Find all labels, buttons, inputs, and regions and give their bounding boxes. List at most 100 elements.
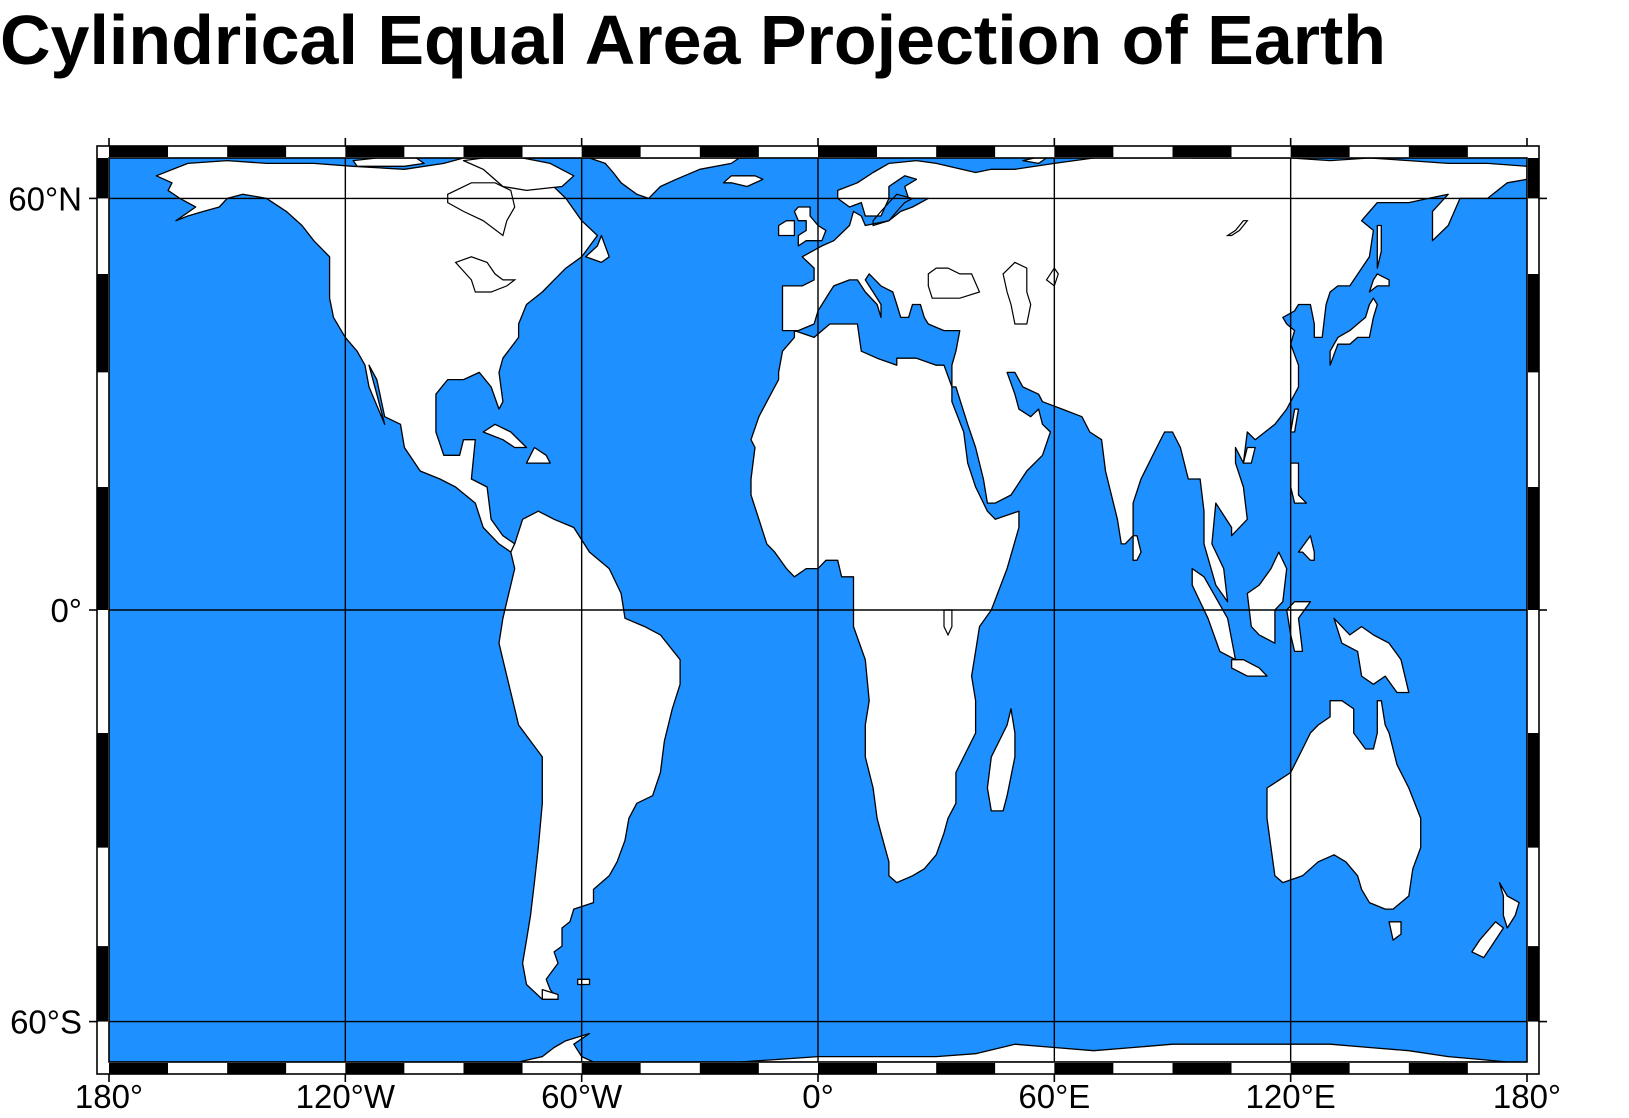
frame-segment-left [97, 486, 108, 610]
frame-segment-top [345, 146, 405, 157]
frame-segment-top [463, 146, 523, 157]
frame-segment-top [818, 146, 878, 157]
frame-segment-bottom [522, 1063, 582, 1074]
frame-segment-bottom [1054, 1063, 1114, 1074]
frame-segment-right [1528, 610, 1539, 734]
water-great-lakes [454, 256, 517, 293]
frame-segment-top [758, 146, 818, 157]
frame-segment-top [109, 146, 169, 157]
frame-segment-left [97, 610, 108, 734]
frame-segment-bottom [995, 1063, 1055, 1074]
longitude-label: 180° [1493, 1078, 1561, 1115]
frame-segment-top [404, 146, 464, 157]
landmass-java [1230, 659, 1268, 677]
landmass-new-zealand-south [1471, 921, 1505, 959]
frame-segment-top [1408, 146, 1468, 157]
frame-segment-right [1528, 158, 1539, 199]
frame-segment-right [1528, 486, 1539, 610]
frame-inner-border [108, 157, 1528, 1063]
water-hudson-bay [447, 182, 516, 237]
landmass-mindanao [1297, 535, 1315, 561]
frame-segment-top [1290, 146, 1350, 157]
frame-segment-left [97, 1021, 108, 1062]
longitude-label: 180° [75, 1078, 143, 1115]
frame-segment-bottom [404, 1063, 464, 1074]
frame-segment-top [522, 146, 582, 157]
longitude-label: 60°E [1018, 1078, 1090, 1115]
frame-segment-top [936, 146, 996, 157]
frame-segment-bottom [463, 1063, 523, 1074]
frame-segment-right [1528, 946, 1539, 1022]
frame-segment-top [168, 146, 228, 157]
frame-segment-bottom [1349, 1063, 1409, 1074]
frame-segment-bottom [877, 1063, 937, 1074]
landmass-iceland [722, 175, 764, 188]
landmass-victoria-island [352, 158, 425, 167]
map-title: Cylindrical Equal Area Projection of Ear… [0, 1, 1387, 79]
frame-corner [1528, 146, 1539, 157]
frame-segment-top [1054, 146, 1114, 157]
landmass-ireland [777, 220, 796, 237]
frame-segment-left [97, 946, 108, 1022]
frame-segment-top [581, 146, 641, 157]
landmass-antarctica [109, 1032, 1527, 1062]
frame-segment-bottom [1467, 1063, 1527, 1074]
frame-segment-top [1467, 146, 1527, 157]
frame-segment-bottom [818, 1063, 878, 1074]
frame-segment-bottom [109, 1063, 169, 1074]
landmass-hainan [1242, 446, 1256, 464]
frame-segment-bottom [286, 1063, 346, 1074]
frame-segment-bottom [581, 1063, 641, 1074]
frame-segment-bottom [227, 1063, 287, 1074]
landmass-hispaniola [525, 446, 551, 464]
graticule-grid [109, 158, 1527, 1062]
landmass-novaya-zemlya [1022, 158, 1087, 165]
frame-corner [97, 1063, 108, 1074]
frame-corner [1528, 1063, 1539, 1074]
longitude-label: 0° [802, 1078, 834, 1115]
frame-segment-top [1231, 146, 1291, 157]
water-baltic-sea [872, 193, 915, 227]
frame-segment-left [97, 847, 108, 947]
landmass-tasmania [1388, 921, 1402, 941]
landmass-south-america [498, 510, 681, 1000]
landmass-newfoundland [584, 234, 610, 264]
frame-segment-bottom [640, 1063, 700, 1074]
latitude-label: 60°N [8, 180, 82, 217]
longitude-label: 120°E [1246, 1078, 1336, 1115]
landmass-greenland [529, 158, 748, 200]
frame-segment-left [97, 372, 108, 487]
axis-labels: 180° 120°W 60°W 0° 60°E 120°E 180° 60°N 0° 60°S [8, 180, 1561, 1115]
frame-segment-right [1528, 372, 1539, 487]
frame-segment-left [97, 273, 108, 373]
frame-segment-bottom [936, 1063, 996, 1074]
frame-segment-top [640, 146, 700, 157]
frame-segment-left [97, 733, 108, 848]
frame-segment-bottom [1408, 1063, 1468, 1074]
landmass-falklands [577, 978, 591, 986]
water-black-sea [927, 267, 981, 299]
landmass-baffin-island [462, 158, 575, 192]
landmass-sakhalin [1376, 224, 1382, 269]
frame-segment-left [97, 158, 108, 199]
latitude-label: 60°S [10, 1004, 82, 1041]
landmass-cuba [482, 423, 528, 449]
frame-segment-top [1113, 146, 1173, 157]
water-aral-sea [1045, 267, 1059, 287]
frame-segment-bottom [345, 1063, 405, 1074]
frame-segment-top [995, 146, 1055, 157]
frame-segment-left [97, 198, 108, 274]
frame-segment-right [1528, 1021, 1539, 1062]
frame-segment-top [1172, 146, 1232, 157]
landmass-tierra-del-fuego [541, 988, 559, 1000]
landmass-borneo [1246, 551, 1288, 644]
frame-segment-right [1528, 198, 1539, 274]
frame-segment-bottom [1113, 1063, 1173, 1074]
frame-segment-top [286, 146, 346, 157]
frame-segment-bottom [758, 1063, 818, 1074]
frame-segment-bottom [1231, 1063, 1291, 1074]
frame-segment-bottom [1290, 1063, 1350, 1074]
frame-segment-top [877, 146, 937, 157]
landmass-new-guinea [1333, 617, 1410, 694]
